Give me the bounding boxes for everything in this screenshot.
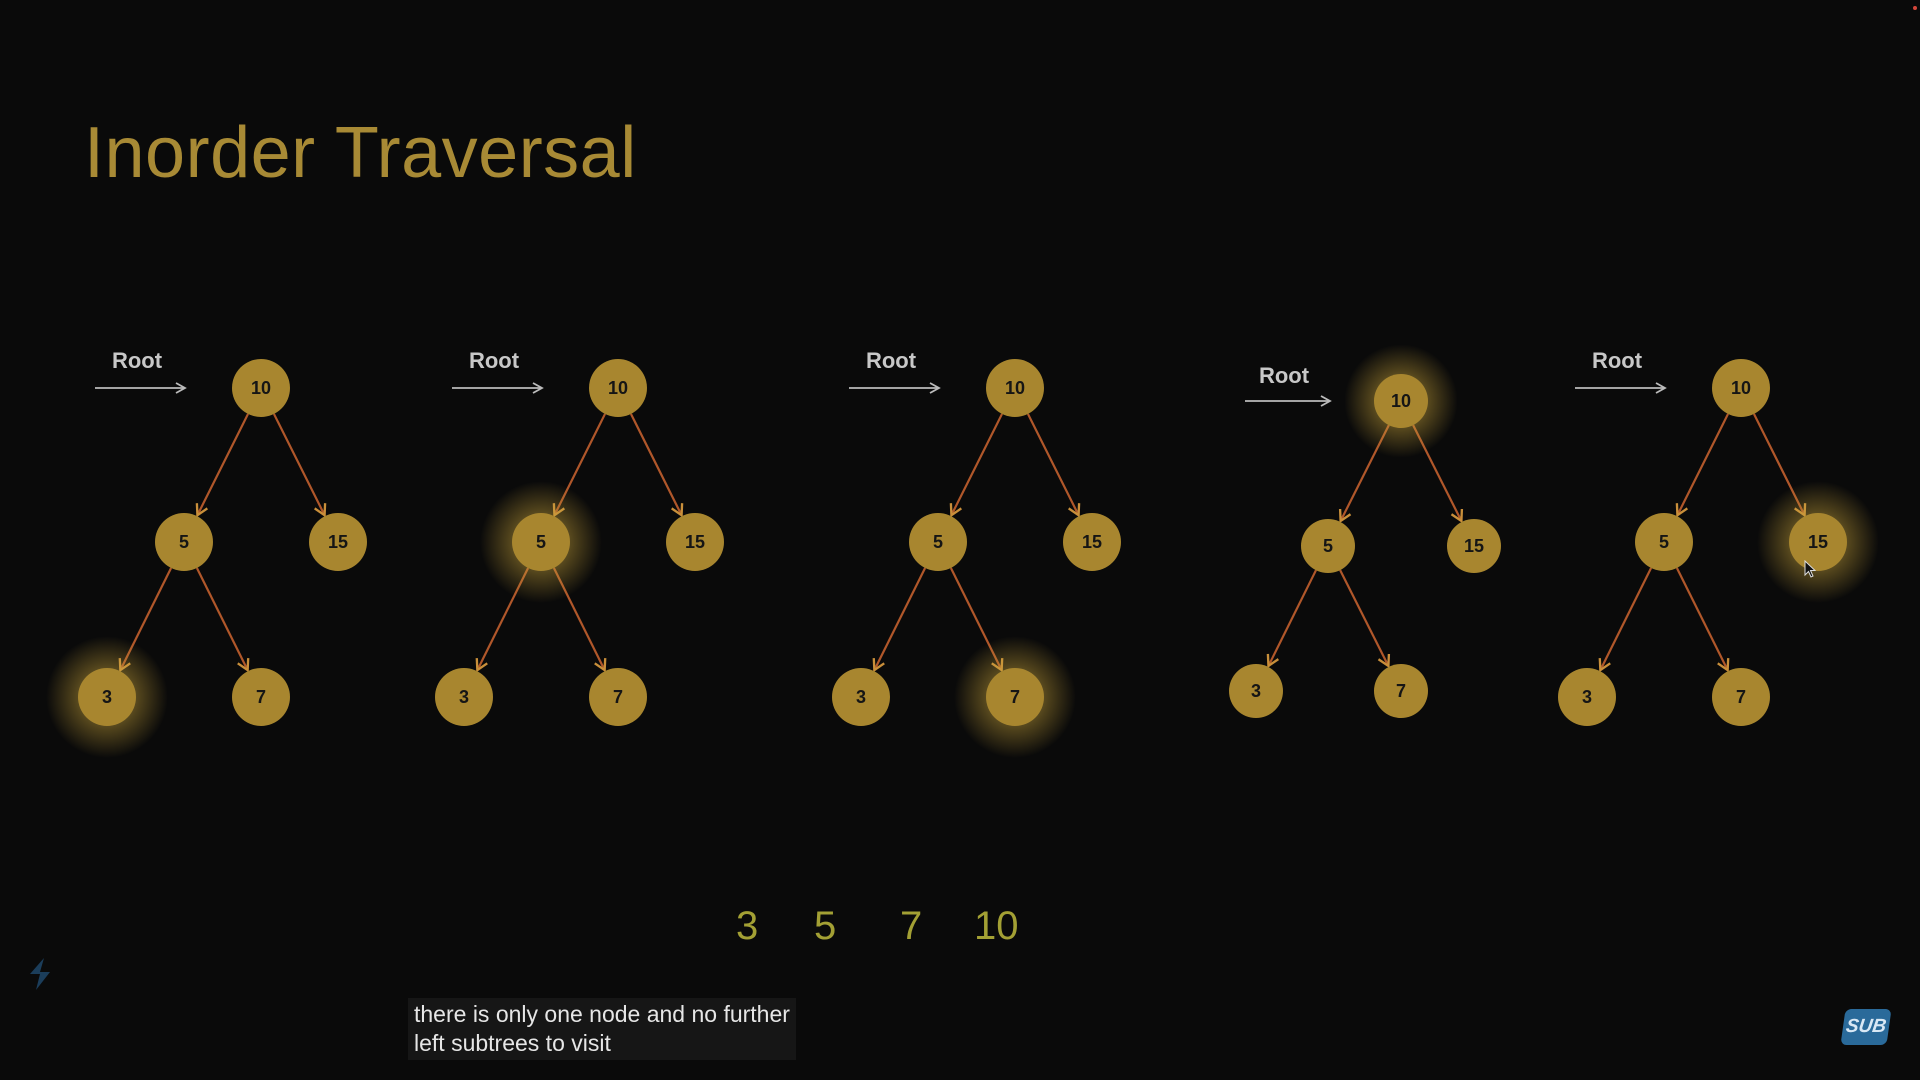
node-value: 15: [1464, 536, 1484, 556]
sequence-item: 10: [974, 904, 1019, 948]
tree-node: [666, 513, 724, 571]
tree-edge: [1339, 569, 1388, 666]
tree-node: [589, 668, 647, 726]
tree-edge: [1268, 569, 1317, 666]
tree-node: [909, 513, 967, 571]
caption-line: left subtrees to visit: [414, 1030, 611, 1056]
node-value: 5: [1323, 536, 1333, 556]
tree-node: [589, 359, 647, 417]
caption-line: there is only one node and no further: [414, 1001, 790, 1027]
node-value: 15: [1808, 532, 1828, 552]
sequence-item: 7: [900, 904, 923, 948]
tree-node: [1635, 513, 1693, 571]
tree-node: [986, 359, 1044, 417]
tree-node: [1374, 374, 1428, 428]
tree-node: [232, 668, 290, 726]
node-value: 15: [328, 532, 348, 552]
node-value: 3: [1251, 681, 1261, 701]
tree-node: [1712, 359, 1770, 417]
subscribe-badge[interactable]: SUB: [1840, 1009, 1892, 1045]
node-value: 10: [251, 378, 271, 398]
status-dot: [1913, 6, 1917, 10]
cursor-icon: [1804, 560, 1817, 578]
tree-node: [832, 668, 890, 726]
node-value: 7: [256, 687, 266, 707]
tree-node: [1447, 519, 1501, 573]
traversal-sequence: 3 5 7 10: [700, 904, 1100, 964]
tree-4: Root 10 5 15 3 7: [1229, 344, 1501, 718]
node-value: 7: [1396, 681, 1406, 701]
tree-node: [1789, 513, 1847, 571]
tree-edge: [1675, 567, 1728, 670]
tree-node: [232, 359, 290, 417]
tree-node: [78, 668, 136, 726]
tree-edge: [272, 413, 325, 515]
node-value: 10: [1731, 378, 1751, 398]
tree-node: [435, 668, 493, 726]
page-title: Inorder Traversal: [84, 113, 637, 193]
tree-node: [1301, 519, 1355, 573]
node-value: 5: [179, 532, 189, 552]
node-value: 5: [1659, 532, 1669, 552]
tree-1: Root 10 5 15 3 7: [46, 348, 367, 758]
tree-edge: [874, 567, 927, 670]
tree-edge: [197, 413, 250, 515]
tree-edge: [1026, 413, 1079, 515]
node-value: 3: [1582, 687, 1592, 707]
tree-edge: [629, 413, 682, 515]
node-value: 10: [608, 378, 628, 398]
node-value: 7: [613, 687, 623, 707]
root-label: Root: [866, 348, 917, 373]
node-value: 5: [536, 532, 546, 552]
subtitle-caption: there is only one node and no further le…: [408, 998, 796, 1060]
node-value: 7: [1736, 687, 1746, 707]
tree-node: [155, 513, 213, 571]
tree-edge: [1677, 413, 1730, 515]
node-value: 3: [102, 687, 112, 707]
node-value: 10: [1005, 378, 1025, 398]
tree-5: Root 10 5 15 3 7: [1558, 348, 1879, 726]
node-value: 15: [685, 532, 705, 552]
node-value: 7: [1010, 687, 1020, 707]
logo-icon: [30, 958, 50, 990]
node-value: 3: [856, 687, 866, 707]
tree-node: [1229, 664, 1283, 718]
tree-edge: [1600, 567, 1653, 670]
sequence-item: 3: [736, 904, 759, 948]
tree-node: [512, 513, 570, 571]
node-value: 10: [1391, 391, 1411, 411]
tree-node: [1063, 513, 1121, 571]
tree-3: Root 10 5 15 3 7: [832, 348, 1121, 758]
tree-node: [1558, 668, 1616, 726]
tree-node: [1374, 664, 1428, 718]
root-label: Root: [469, 348, 520, 373]
tree-node: [1712, 668, 1770, 726]
tree-edge: [195, 567, 248, 670]
node-value: 15: [1082, 532, 1102, 552]
tree-edge: [951, 413, 1004, 515]
tree-node: [986, 668, 1044, 726]
root-label: Root: [112, 348, 163, 373]
tree-node: [309, 513, 367, 571]
root-label: Root: [1592, 348, 1643, 373]
root-label: Root: [1259, 363, 1310, 388]
node-value: 3: [459, 687, 469, 707]
tree-2: Root 10 5 15 3 7: [435, 348, 724, 726]
sequence-item: 5: [814, 904, 837, 948]
node-value: 5: [933, 532, 943, 552]
